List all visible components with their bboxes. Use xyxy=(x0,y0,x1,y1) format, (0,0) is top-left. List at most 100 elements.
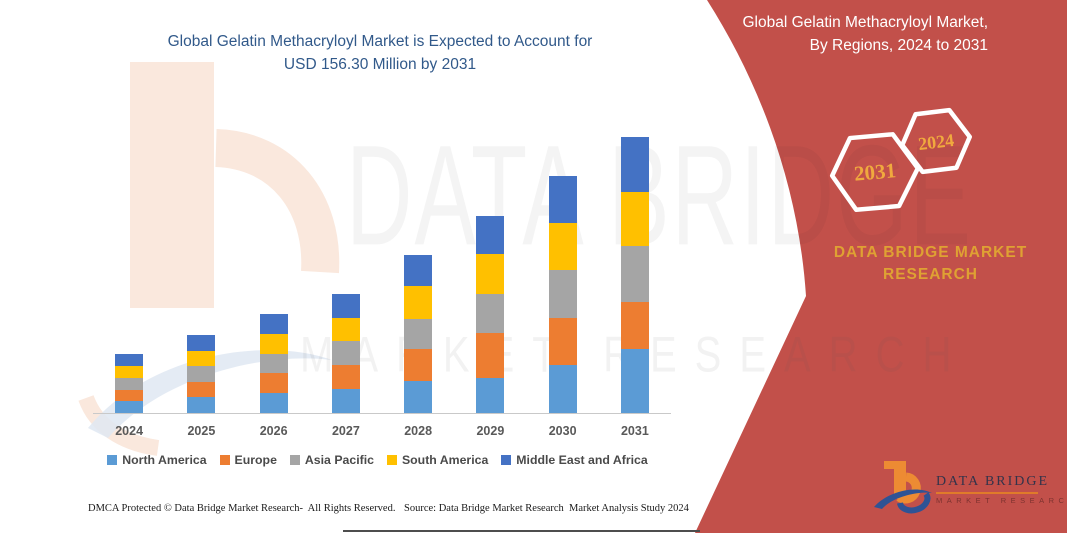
bar-segment-middle-east-and-africa xyxy=(476,215,505,255)
chart-title-line2: USD 156.30 Million by 2031 xyxy=(283,56,477,73)
bar-segment-south-america xyxy=(187,350,216,367)
bar-segment-north-america xyxy=(331,389,360,413)
legend-label: Asia Pacific xyxy=(304,453,374,467)
watermark-brand-text: DATA BRIDGE xyxy=(346,117,973,276)
bar-segment-middle-east-and-africa xyxy=(187,335,216,351)
databridge-logo-icon xyxy=(874,461,932,514)
chart-title: Global Gelatin Methacryloyl Market is Ex… xyxy=(60,30,700,76)
bar-segment-europe xyxy=(115,389,144,401)
x-axis-label-2025: 2025 xyxy=(187,424,216,438)
logo-b-glyph xyxy=(884,461,906,499)
logo-d-ring xyxy=(897,492,931,514)
bar-segment-south-america xyxy=(476,254,505,295)
bar-segment-asia-pacific xyxy=(548,270,577,319)
x-axis-label-2031: 2031 xyxy=(620,424,649,438)
side-panel-brand-line1: DATA BRIDGE MARKET xyxy=(833,244,1028,261)
bar-segment-north-america xyxy=(476,377,505,413)
bar-segment-middle-east-and-africa xyxy=(115,354,144,367)
bar-segment-europe xyxy=(404,349,433,382)
legend-label: Middle East and Africa xyxy=(516,453,648,467)
legend-item-asia-pacific: Asia Pacific xyxy=(289,453,374,467)
bar-segment-south-america xyxy=(115,366,144,378)
legend-swatch xyxy=(386,455,397,465)
x-axis-label-2029: 2029 xyxy=(476,424,505,438)
bar-segment-south-america xyxy=(259,333,288,354)
bar-segment-middle-east-and-africa xyxy=(620,137,649,192)
x-axis-label-2027: 2027 xyxy=(331,424,360,438)
hexagon-2024-label: 2024 xyxy=(917,130,955,154)
bar-segment-europe xyxy=(620,302,649,350)
side-panel-brand: DATA BRIDGE MARKET RESEARCH xyxy=(808,242,1053,286)
watermark-logo-b-bowl xyxy=(214,129,340,274)
legend-item-south-america: South America xyxy=(386,453,489,467)
bar-segment-europe xyxy=(548,318,577,365)
stacked-bar-2028 xyxy=(404,255,433,413)
legend-swatch xyxy=(501,455,512,465)
stacked-bar-2030 xyxy=(548,176,577,413)
hexagon-badges: 2031 2024 xyxy=(829,107,972,213)
x-axis-label-2026: 2026 xyxy=(259,424,288,438)
bar-segment-asia-pacific xyxy=(259,353,288,374)
chart-legend: North America Europe Asia Pacific South Ame… xyxy=(70,453,685,467)
bar-segment-north-america xyxy=(187,397,216,413)
x-axis-label-2030: 2030 xyxy=(548,424,577,438)
legend-swatch xyxy=(289,455,300,465)
stacked-bar-2024 xyxy=(115,354,144,413)
bar-segment-middle-east-and-africa xyxy=(259,313,288,334)
bar-segment-north-america xyxy=(620,349,649,413)
footer-source: Source: Data Bridge Market Research Mark… xyxy=(404,503,689,514)
x-axis-labels: 2024 2025 2026 2027 2028 2029 2030 2031 xyxy=(93,424,671,442)
logo-title: DATA BRIDGE xyxy=(936,474,1050,489)
legend-item-middle-east-and-africa: Middle East and Africa xyxy=(501,453,648,467)
x-axis-label-2028: 2028 xyxy=(404,424,433,438)
bar-segment-north-america xyxy=(115,401,144,413)
x-axis-label-2024: 2024 xyxy=(115,424,144,438)
side-panel-shape xyxy=(695,0,1067,533)
bar-segment-north-america xyxy=(404,381,433,413)
footer-dmca: DMCA Protected © Data Bridge Market Rese… xyxy=(88,503,396,514)
logo-subtitle: MARKET RESEARCH xyxy=(936,496,1067,505)
plot-area xyxy=(93,120,671,414)
logo-swoosh xyxy=(874,489,932,509)
chart-title-line1: Global Gelatin Methacryloyl Market is Ex… xyxy=(167,33,593,50)
hexagon-2031-label: 2031 xyxy=(853,158,897,186)
legend-swatch xyxy=(107,455,118,465)
logo-underline xyxy=(936,492,1038,494)
stacked-bar-2029 xyxy=(476,215,505,413)
bar-segment-europe xyxy=(331,365,360,389)
side-panel-brand-line2: RESEARCH xyxy=(883,266,978,283)
bar-segment-europe xyxy=(476,333,505,378)
bar-segment-asia-pacific xyxy=(476,294,505,334)
watermark-logo-b-stem xyxy=(130,62,214,308)
bar-segment-asia-pacific xyxy=(620,245,649,303)
stacked-bar-2027 xyxy=(331,294,360,413)
legend-swatch xyxy=(219,455,230,465)
footer-divider-line xyxy=(343,530,700,532)
bar-segment-europe xyxy=(187,381,216,398)
bar-segment-south-america xyxy=(331,317,360,342)
bar-segment-asia-pacific xyxy=(404,319,433,350)
bar-segment-south-america xyxy=(620,191,649,246)
legend-item-europe: Europe xyxy=(219,453,277,467)
legend-label: North America xyxy=(122,453,207,467)
side-panel-title: Global Gelatin Methacryloyl Market, By R… xyxy=(742,14,988,54)
legend-label: South America xyxy=(401,453,489,467)
stacked-bar-2031 xyxy=(620,137,649,413)
bar-segment-south-america xyxy=(404,285,433,320)
bar-segment-europe xyxy=(259,373,288,394)
bar-segment-north-america xyxy=(548,364,577,413)
bar-segment-asia-pacific xyxy=(187,366,216,382)
bar-segment-asia-pacific xyxy=(115,377,144,390)
bar-segment-middle-east-and-africa xyxy=(404,255,433,286)
stacked-bar-2026 xyxy=(259,313,288,413)
bar-segment-middle-east-and-africa xyxy=(548,176,577,224)
bar-segment-asia-pacific xyxy=(331,341,360,366)
hexagon-2024 xyxy=(900,107,972,175)
bar-segment-north-america xyxy=(259,393,288,413)
legend-label: Europe xyxy=(234,453,277,467)
bar-segment-south-america xyxy=(548,223,577,271)
stacked-bar-2025 xyxy=(187,335,216,413)
legend-item-north-america: North America xyxy=(107,453,207,467)
bar-segment-middle-east-and-africa xyxy=(331,294,360,318)
